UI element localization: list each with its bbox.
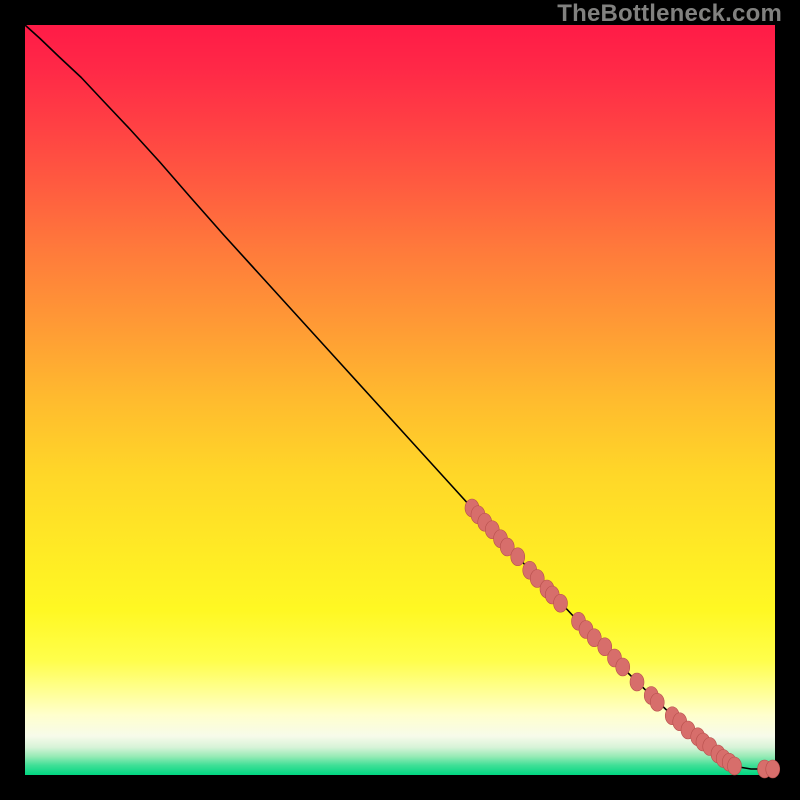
data-point: [766, 760, 780, 778]
data-point: [554, 594, 568, 612]
data-point: [616, 658, 630, 676]
data-point: [650, 693, 664, 711]
chart-stage: TheBottleneck.com: [0, 0, 800, 800]
data-point: [630, 673, 644, 691]
data-point: [728, 757, 742, 775]
data-point: [511, 548, 525, 566]
chart-svg: [0, 0, 800, 800]
